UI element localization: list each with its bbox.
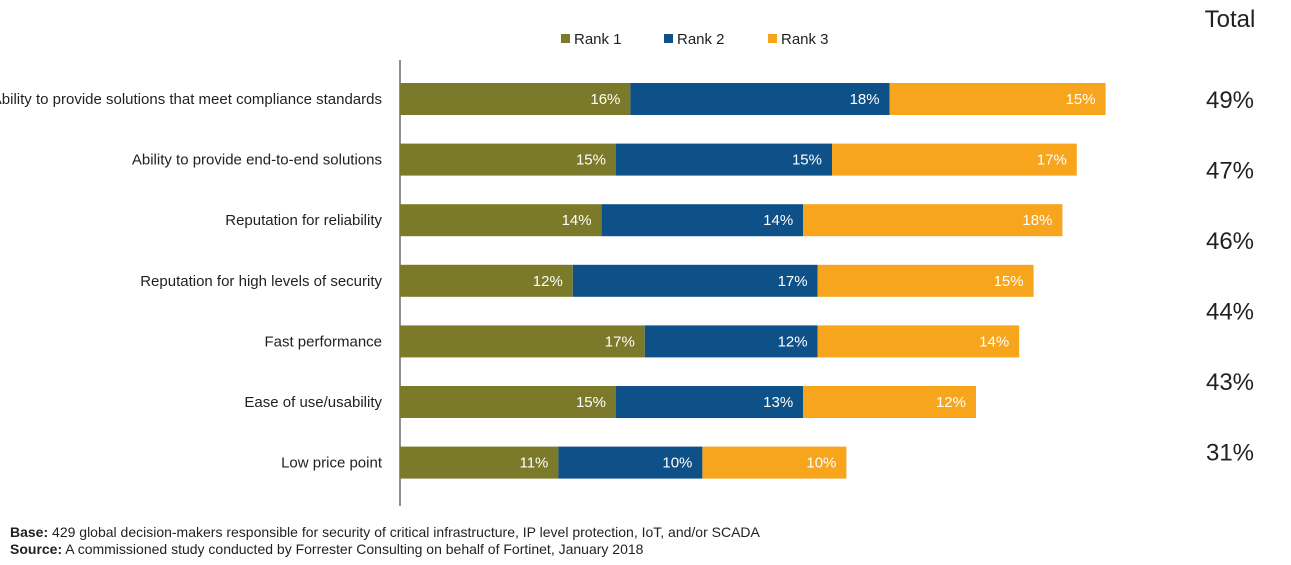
total-value: 47% [1206,158,1254,185]
bar-segment [400,325,645,358]
data-label: 16% [590,91,620,108]
legend-label: Rank 1 [574,31,622,48]
bar-segment [803,204,1063,237]
data-label: 14% [562,212,592,229]
data-label: 12% [778,333,808,350]
total-value: 31% [1206,440,1254,467]
data-label: 15% [1066,91,1096,108]
source-label: Source: [10,541,63,557]
bar-segment [817,264,1034,297]
total-value: 46% [1206,228,1254,255]
data-label: 12% [533,273,563,290]
bar-segment [400,143,616,176]
bar-segment [832,143,1077,176]
data-label: 10% [662,455,692,472]
legend-swatch [561,34,570,43]
source-note: Source: A commissioned study conducted b… [10,541,760,558]
data-label: 15% [576,152,606,169]
data-label: 17% [1037,152,1067,169]
bar-segment [702,446,847,479]
category-label: Fast performance [264,333,382,350]
legend-swatch [768,34,777,43]
bar-segment [400,264,573,297]
bar-segment [558,446,703,479]
category-label: Low price point [281,455,383,472]
bar-segment [400,204,602,237]
base-text: 429 global decision-makers responsible f… [48,524,760,540]
data-label: 11% [519,455,548,472]
bar-segment [644,325,818,358]
data-label: 15% [576,394,606,411]
bar-segment [817,325,1020,358]
data-label: 12% [936,394,966,411]
bar-segment [803,386,976,418]
bar-segment [572,264,818,297]
stacked-bar-chart: Rank 1 Rank 2 Rank 3 Ability to provide sol… [0,6,1256,506]
chart-footer: Base: 429 global decision-makers respons… [10,524,760,558]
data-label: 17% [778,273,808,290]
data-label: 17% [605,333,635,350]
bar-segment [601,204,804,237]
total-value: 43% [1206,369,1254,396]
data-label: 10% [806,455,836,472]
total-value: 49% [1206,87,1254,114]
bar-segment [400,83,631,115]
legend-swatch [664,34,673,43]
bar-segment [616,386,804,418]
legend-label: Rank 2 [677,31,725,48]
data-label: 13% [763,394,793,411]
data-label: 14% [979,333,1009,350]
category-label: Ability to provide solutions that meet c… [0,91,382,108]
data-label: 18% [1022,212,1052,229]
data-label: 14% [763,212,793,229]
bar-segment [400,446,559,479]
category-label: Ease of use/usability [244,394,382,411]
data-label: 18% [850,91,880,108]
category-label: Ability to provide end-to-end solutions [132,152,382,169]
base-label: Base: [10,524,49,540]
bar-segment [616,143,832,176]
total-value: 44% [1206,299,1254,326]
legend-label: Rank 3 [781,31,829,48]
bar-segment [400,386,616,418]
category-label: Reputation for reliability [225,212,382,229]
category-label: Reputation for high levels of security [140,273,382,290]
data-label: 15% [994,273,1024,290]
data-label: 15% [792,152,822,169]
bar-segment [630,83,890,115]
totals-title: Total [1205,6,1256,33]
source-text: A commissioned study conducted by Forres… [62,541,644,557]
base-note: Base: 429 global decision-makers respons… [10,524,760,541]
bar-segment [889,83,1106,115]
